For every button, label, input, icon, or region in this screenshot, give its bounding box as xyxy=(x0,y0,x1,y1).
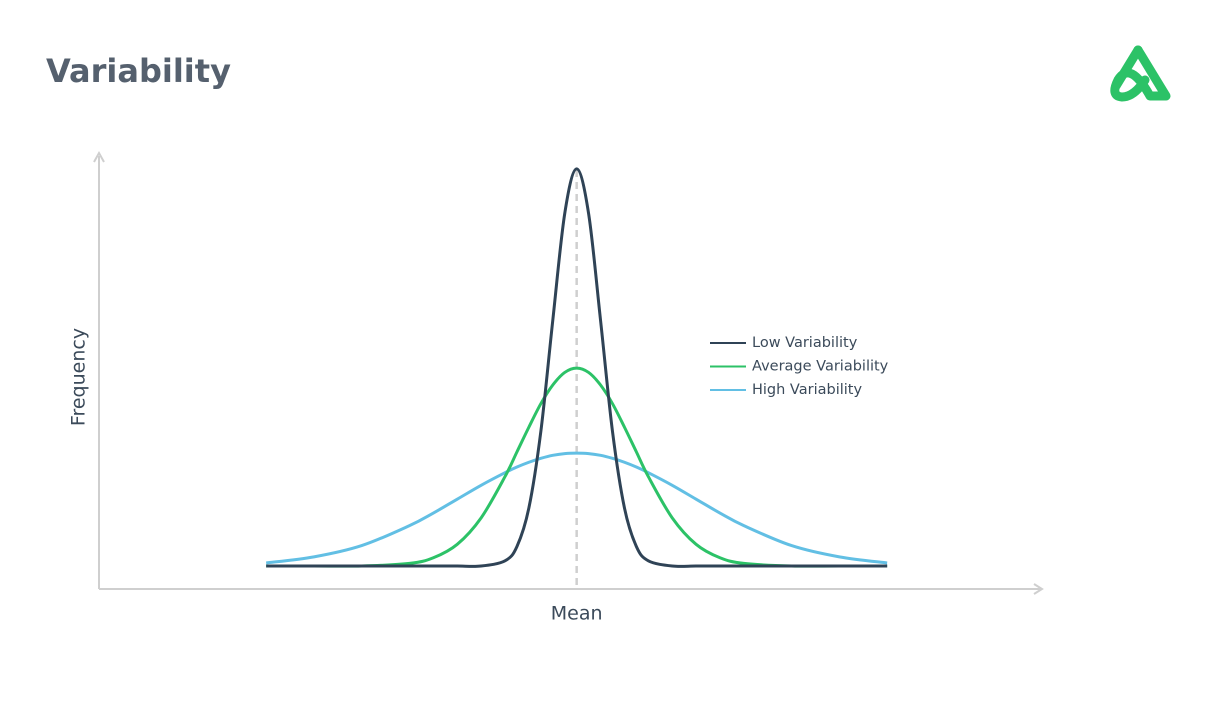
series-line xyxy=(265,451,888,565)
x-axis-label: Mean xyxy=(551,603,603,625)
legend-label: High Variability xyxy=(752,382,862,398)
y-axis-arrow xyxy=(93,150,105,163)
series-line xyxy=(266,167,888,568)
legend-label: Average Variability xyxy=(752,359,889,375)
chart-title: Variability xyxy=(46,52,231,90)
x-axis-arrow xyxy=(1033,583,1044,595)
series-line xyxy=(266,366,888,568)
y-axis-label: Frequency xyxy=(68,328,90,426)
axes xyxy=(93,150,1044,595)
logo xyxy=(1110,45,1171,102)
legend-label: Low Variability xyxy=(752,335,858,351)
logo-mark xyxy=(1111,45,1143,91)
